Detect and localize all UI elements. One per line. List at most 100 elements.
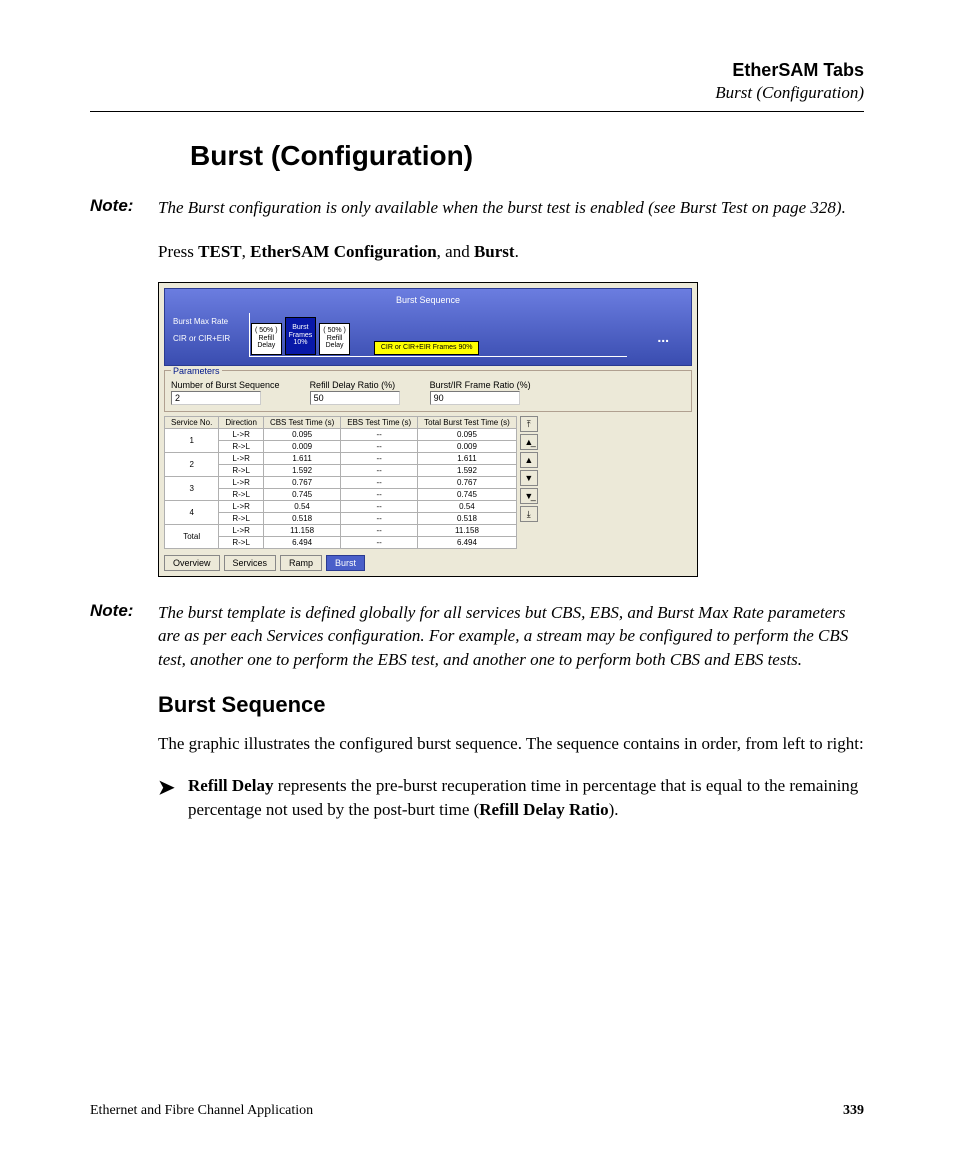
cell-service: 2 xyxy=(165,452,219,476)
cell: -- xyxy=(341,452,418,464)
param-ratio-label: Burst/IR Frame Ratio (%) xyxy=(430,380,531,390)
t: ( 50% ) xyxy=(255,327,278,335)
table-wrap: Service No. Direction CBS Test Time (s) … xyxy=(164,416,692,549)
parameters-legend: Parameters xyxy=(171,366,222,376)
axis-top-label: Burst Max Rate xyxy=(173,317,230,326)
cell: R->L xyxy=(219,512,264,524)
scroll-top-button[interactable]: ⤒ xyxy=(520,416,538,432)
cell: 1.592 xyxy=(263,464,340,476)
table-row: 1L->R0.095--0.095 xyxy=(165,428,517,440)
cell: 6.494 xyxy=(263,536,340,548)
diagram-row: ( 50% ) Refill Delay Burst Frames 10% ( … xyxy=(251,317,479,355)
tab-row: OverviewServicesRampBurst xyxy=(164,555,692,571)
cell: -- xyxy=(341,464,418,476)
cell: 0.095 xyxy=(418,428,517,440)
cell: L->R xyxy=(219,428,264,440)
table-row: TotalL->R11.158--11.158 xyxy=(165,524,517,536)
cell-service: Total xyxy=(165,524,219,548)
cell: 0.518 xyxy=(418,512,517,524)
cell: 6.494 xyxy=(418,536,517,548)
tab-ramp[interactable]: Ramp xyxy=(280,555,322,571)
bullet-text: Refill Delay represents the pre-burst re… xyxy=(188,774,864,823)
cell: L->R xyxy=(219,476,264,488)
cell: 0.009 xyxy=(418,440,517,452)
th-ebs: EBS Test Time (s) xyxy=(341,416,418,428)
param-ratio-input[interactable] xyxy=(430,391,520,405)
cell-service: 3 xyxy=(165,476,219,500)
burst-sequence-heading: Burst Sequence xyxy=(158,692,864,718)
page-title: Burst (Configuration) xyxy=(190,140,864,172)
scroll-pagedown-button[interactable]: ▼̲ xyxy=(520,488,538,504)
cell: -- xyxy=(341,500,418,512)
cell: 0.767 xyxy=(263,476,340,488)
cell: -- xyxy=(341,428,418,440)
cell: 11.158 xyxy=(263,524,340,536)
cell: 0.095 xyxy=(263,428,340,440)
cir-frames-box: CIR or CIR+EIR Frames 90% xyxy=(374,341,480,355)
note-label: Note: xyxy=(90,601,158,672)
parameters-fieldset: Parameters Number of Burst Sequence Refi… xyxy=(164,366,692,412)
table-row: 4L->R0.54--0.54 xyxy=(165,500,517,512)
cell: L->R xyxy=(219,500,264,512)
footer-page-number: 339 xyxy=(843,1103,864,1119)
cell: -- xyxy=(341,488,418,500)
parameters-row: Number of Burst Sequence Refill Delay Ra… xyxy=(171,380,685,405)
press-instructions: Press TEST, EtherSAM Configuration, and … xyxy=(158,240,864,264)
burst-diagram: Burst Max Rate CIR or CIR+EIR ( 50% ) Re… xyxy=(169,311,687,361)
t: Burst xyxy=(289,324,313,332)
scroll-bottom-button[interactable]: ⤓ xyxy=(520,506,538,522)
t: . xyxy=(515,242,519,261)
cell: -- xyxy=(341,440,418,452)
bullet-arrow-icon: ➤ xyxy=(158,774,188,823)
cell: 0.54 xyxy=(263,500,340,512)
scroll-down-button[interactable]: ▼ xyxy=(520,470,538,486)
note-text-link: Burst Test xyxy=(680,198,748,217)
refill-delay-box-2: ( 50% ) Refill Delay xyxy=(319,323,350,355)
t: , xyxy=(242,242,251,261)
cell: -- xyxy=(341,476,418,488)
header-section: Burst (Configuration) xyxy=(90,83,864,103)
t: Frames xyxy=(289,332,313,340)
t: ). xyxy=(609,800,619,819)
cell: 1.611 xyxy=(418,452,517,464)
tab-services[interactable]: Services xyxy=(224,555,277,571)
cell: R->L xyxy=(219,488,264,500)
t: 10% xyxy=(289,339,313,347)
th-service: Service No. xyxy=(165,416,219,428)
cell: L->R xyxy=(219,524,264,536)
bullet-bold-1: Refill Delay xyxy=(188,776,273,795)
cell: 0.745 xyxy=(418,488,517,500)
th-total: Total Burst Test Time (s) xyxy=(418,416,517,428)
scroll-up-button[interactable]: ▲ xyxy=(520,452,538,468)
press-burst: Burst xyxy=(474,242,515,261)
press-test: TEST xyxy=(198,242,241,261)
t: Refill xyxy=(323,335,346,343)
param-refill-input[interactable] xyxy=(310,391,400,405)
scroll-pageup-button[interactable]: ▲̲ xyxy=(520,434,538,450)
cell-service: 1 xyxy=(165,428,219,452)
param-burst-seq-input[interactable] xyxy=(171,391,261,405)
cell: 0.518 xyxy=(263,512,340,524)
cell: 11.158 xyxy=(418,524,517,536)
param-refill-label: Refill Delay Ratio (%) xyxy=(310,380,400,390)
panel-title: Burst Sequence xyxy=(169,293,687,311)
cell-service: 4 xyxy=(165,500,219,524)
param-burst-seq-label: Number of Burst Sequence xyxy=(171,380,280,390)
press-config: EtherSAM Configuration xyxy=(250,242,437,261)
cell: 0.767 xyxy=(418,476,517,488)
bullet-item: ➤ Refill Delay represents the pre-burst … xyxy=(158,774,864,823)
cell: -- xyxy=(341,536,418,548)
footer-title: Ethernet and Fibre Channel Application xyxy=(90,1103,313,1119)
note-block-1: Note: The Burst configuration is only av… xyxy=(90,196,864,220)
t: Delay xyxy=(323,342,346,350)
cell: R->L xyxy=(219,536,264,548)
cell: R->L xyxy=(219,440,264,452)
cell: 0.009 xyxy=(263,440,340,452)
header-rule xyxy=(90,111,864,112)
burst-sequence-panel: Burst Sequence Burst Max Rate CIR or CIR… xyxy=(164,288,692,366)
table-row: 3L->R0.767--0.767 xyxy=(165,476,517,488)
header-chapter: EtherSAM Tabs xyxy=(90,60,864,81)
tab-burst[interactable]: Burst xyxy=(326,555,365,571)
tab-overview[interactable]: Overview xyxy=(164,555,220,571)
embedded-screenshot: Burst Sequence Burst Max Rate CIR or CIR… xyxy=(158,282,698,577)
